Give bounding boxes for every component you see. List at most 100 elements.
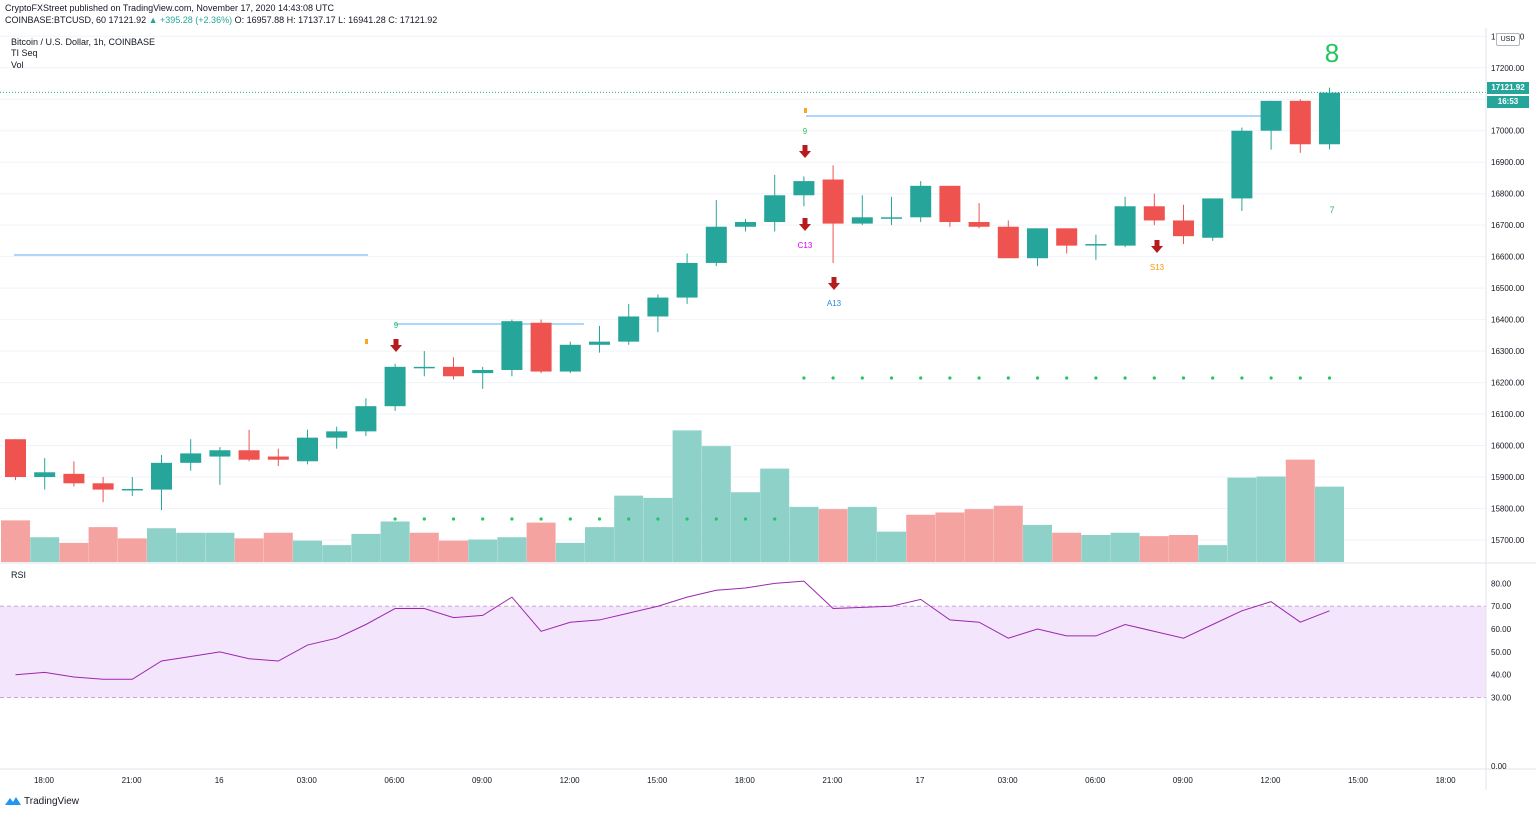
volume-bar — [117, 538, 147, 562]
candle-body — [822, 179, 844, 224]
candle-body — [589, 341, 610, 345]
resistance-dot — [1152, 376, 1156, 380]
candle-body — [1260, 100, 1282, 131]
volume-bar — [935, 512, 965, 562]
volume-bar — [1198, 545, 1228, 562]
candle-body — [968, 222, 990, 227]
resistance-dot — [860, 376, 864, 380]
volume-bar — [1169, 535, 1198, 562]
volume-bar — [993, 505, 1023, 562]
support-dot — [685, 517, 689, 521]
legend-volume[interactable]: Vol — [11, 60, 24, 70]
volume-bar — [88, 527, 118, 562]
volume-bar — [847, 506, 877, 562]
time-tick-label: 15:00 — [1348, 776, 1369, 785]
resistance-dot — [977, 376, 981, 380]
resistance-dot — [1298, 376, 1302, 380]
price-tick-label: 16500.00 — [1491, 284, 1525, 293]
arrow-head — [390, 345, 402, 352]
sell-signal-arrow-icon — [1151, 240, 1163, 253]
volume-bar — [1256, 476, 1286, 562]
volume-bar — [293, 540, 322, 562]
small-marker — [365, 339, 368, 344]
resistance-dot — [831, 376, 835, 380]
volume-bar — [351, 533, 381, 562]
resistance-dot — [889, 376, 894, 380]
candle-body — [1289, 100, 1311, 145]
support-dot — [773, 517, 777, 521]
candle-body — [92, 483, 114, 490]
rsi-tick-label: 30.00 — [1491, 694, 1512, 703]
sell-signal-arrow-icon — [390, 339, 402, 352]
rsi-tick-label: 80.00 — [1491, 579, 1512, 588]
volume-bar — [1023, 524, 1052, 562]
price-tick-label: 16600.00 — [1491, 253, 1525, 262]
volume-bar — [877, 531, 906, 562]
legend-indicator[interactable]: TI Seq — [11, 48, 38, 58]
candle-body — [1114, 206, 1136, 246]
rsi-tick-label: 50.00 — [1491, 648, 1512, 657]
countdown-c13-label: C13 — [798, 241, 813, 250]
volume-bar — [818, 509, 848, 562]
support-dot — [422, 517, 426, 521]
symbol-ohlc-line: COINBASE:BTCUSD, 60 17121.92 ▲ +395.28 (… — [5, 15, 437, 25]
candle-body — [297, 437, 318, 462]
candle-body — [326, 431, 348, 438]
candle-body — [647, 297, 669, 317]
candle-body — [443, 366, 464, 377]
price-tick-label: 16100.00 — [1491, 410, 1525, 419]
arrow-shaft — [802, 145, 808, 151]
rsi-legend[interactable]: RSI — [11, 570, 27, 580]
arrow-head — [828, 283, 840, 290]
support-dot — [627, 517, 631, 521]
candle-body — [413, 366, 435, 369]
footer-brand[interactable]: TradingView — [24, 796, 80, 807]
candle-body — [1202, 198, 1224, 238]
time-tick-label: 17 — [916, 776, 925, 785]
volume-bar — [964, 509, 994, 562]
time-tick-label: 12:00 — [1260, 776, 1281, 785]
volume-bar — [789, 506, 819, 562]
resistance-dot — [1211, 376, 1215, 380]
candles — [5, 87, 1340, 511]
seq-count-label: 7 — [1329, 205, 1334, 215]
volume-bar — [439, 540, 468, 562]
currency-button[interactable]: USD — [1496, 33, 1520, 46]
price-tick-label: 16400.00 — [1491, 316, 1525, 325]
arrow-head — [1151, 246, 1163, 253]
price-axis-ticks[interactable]: 17300.0017200.0017100.0017000.0016900.00… — [1491, 32, 1525, 545]
rsi-line — [15, 580, 1330, 680]
candle-body — [209, 450, 231, 457]
legend-title[interactable]: Bitcoin / U.S. Dollar, 1h, COINBASE — [11, 37, 156, 47]
candle-body — [5, 439, 26, 478]
sell-signal-arrow-icon — [799, 218, 811, 231]
candle-body — [34, 472, 56, 478]
time-tick-label: 15:00 — [647, 776, 668, 785]
time-tick-label: 12:00 — [560, 776, 581, 785]
sell-signal-arrow-icon — [799, 145, 811, 158]
rsi-tick-label: 0.00 — [1491, 762, 1507, 771]
candle-body — [355, 406, 377, 432]
volume-bar — [526, 522, 556, 562]
support-dot — [481, 517, 485, 521]
support-dot — [510, 517, 514, 521]
volume-bar — [555, 542, 585, 562]
last-price-tag: 17121.92 — [1487, 82, 1529, 94]
candle-body — [267, 456, 289, 460]
arrow-head — [799, 224, 811, 231]
rsi-tick-label: 40.00 — [1491, 671, 1512, 680]
volume-bar — [1285, 459, 1315, 562]
time-tick-label: 21:00 — [122, 776, 143, 785]
candle-body — [1143, 206, 1165, 221]
rsi-axis-ticks[interactable]: 80.00 70.00 60.00 50.00 40.00 30.00 0.00 — [1491, 579, 1512, 771]
tradingview-logo-icon[interactable] — [4, 795, 22, 807]
price-tick-label: 16800.00 — [1491, 190, 1525, 199]
price-tick-label: 15700.00 — [1491, 536, 1525, 545]
candle-body — [735, 222, 756, 227]
candle-body — [997, 226, 1019, 259]
time-axis-ticks[interactable]: 18:00 21:00 16 03:00 06:00 09:00 12:00 15:00 18:… — [34, 776, 1456, 785]
sell-signal-arrow-icon — [828, 277, 840, 290]
support-dot — [451, 517, 456, 521]
candle-body — [501, 321, 523, 370]
last-value: 17121.92 — [108, 15, 147, 25]
